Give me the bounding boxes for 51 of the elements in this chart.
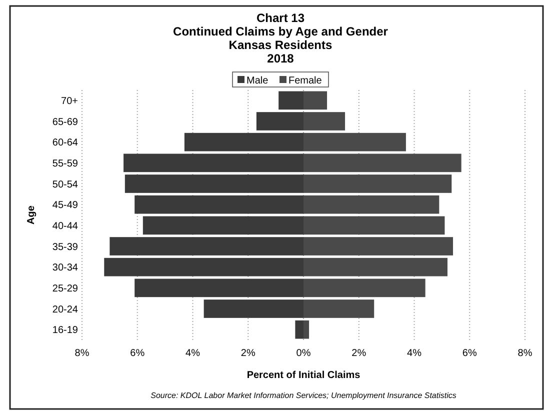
- x-tick-label: 4%: [407, 348, 422, 359]
- bar: [124, 174, 304, 193]
- x-tick-label: 0%: [296, 348, 311, 359]
- x-tick-label: 2%: [240, 348, 256, 359]
- x-tick-label: 6%: [462, 348, 477, 359]
- bar: [304, 195, 440, 214]
- legend-label: Female: [288, 76, 322, 86]
- bar: [104, 258, 304, 276]
- bar: [124, 154, 304, 172]
- y-tick-label: 25-29: [52, 283, 78, 294]
- bar: [256, 112, 304, 130]
- chart-title: Chart 13 Continued Claims by Age and Gender Kansas Residents 2018: [173, 11, 388, 66]
- y-tick-label: 65-69: [52, 116, 78, 128]
- bar: [304, 237, 454, 256]
- bar: [304, 91, 328, 110]
- source-note: Source: KDOL Labor Market Information Services; Unemployment Insurance Statistics: [150, 391, 456, 400]
- bar: [204, 300, 304, 318]
- bar: [304, 174, 452, 193]
- x-tick-label: 8%: [518, 348, 532, 359]
- legend-label: Male: [246, 76, 269, 86]
- bar: [304, 320, 310, 339]
- bar: [184, 132, 304, 152]
- y-tick-label: 40-44: [52, 220, 78, 232]
- y-tick-label: 55-59: [52, 158, 78, 170]
- y-tick-label: 45-49: [52, 200, 78, 212]
- x-tick-label: 2%: [352, 348, 366, 359]
- bar: [304, 154, 462, 172]
- bar: [134, 195, 304, 214]
- x-axis-title: Percent of Initial Claims: [246, 370, 361, 381]
- y-tick-label: 20-24: [52, 304, 78, 316]
- bar: [304, 132, 406, 152]
- bar: [304, 300, 374, 318]
- x-tick-label: 4%: [186, 348, 200, 359]
- y-tick-label: 35-39: [52, 242, 78, 253]
- y-tick-label: 70+: [61, 96, 78, 107]
- bar: [110, 237, 304, 256]
- bar: [304, 258, 448, 276]
- bar: [295, 320, 304, 339]
- bar: [304, 112, 346, 130]
- y-tick-label: 60-64: [52, 138, 78, 149]
- y-tick-label: 16-19: [52, 325, 78, 336]
- y-tick-label: 50-54: [52, 179, 78, 190]
- y-tick-label: 30-34: [52, 262, 78, 274]
- bar: [304, 216, 445, 235]
- x-tick-label: 8%: [74, 348, 90, 359]
- y-axis-title: Age: [26, 205, 37, 224]
- x-tick-label: 6%: [130, 348, 145, 359]
- bar: [142, 216, 304, 235]
- bar: [278, 91, 304, 110]
- bar: [134, 278, 304, 298]
- bar: [304, 278, 426, 298]
